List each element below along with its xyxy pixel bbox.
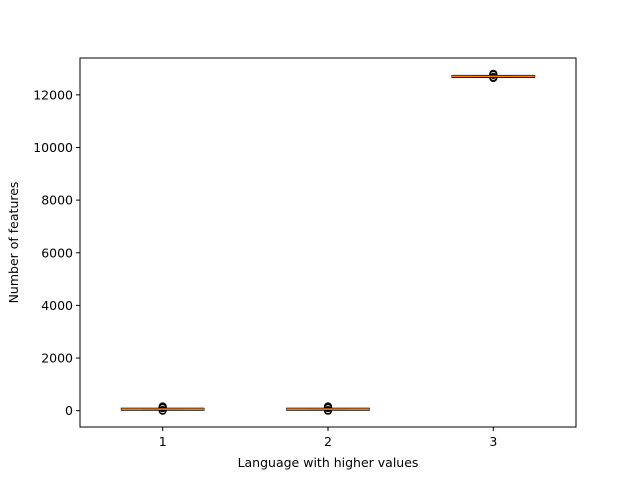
y-axis-ticks: 0 2000 4000 6000 8000 10000 12000: [33, 87, 80, 418]
flier-point: [158, 402, 167, 411]
y-tick-label: 4000: [41, 298, 73, 313]
y-tick-label: 12000: [33, 87, 73, 102]
y-tick-label: 0: [65, 403, 73, 418]
x-tick-label: 1: [159, 434, 167, 449]
box-2: [286, 402, 370, 415]
box-1: [120, 402, 205, 415]
x-axis-label: Language with higher values: [238, 455, 419, 470]
box-3: [451, 69, 536, 83]
y-tick-label: 2000: [41, 351, 73, 366]
x-axis-ticks: 1 2 3: [159, 427, 497, 449]
y-tick-label: 8000: [41, 193, 73, 208]
x-tick-label: 3: [489, 434, 497, 449]
boxes-group: [120, 69, 536, 415]
flier-point: [489, 69, 498, 78]
y-axis-label: Number of features: [6, 182, 21, 304]
x-tick-label: 2: [324, 434, 332, 449]
y-tick-label: 6000: [41, 245, 73, 260]
flier-point: [323, 402, 333, 411]
plot-area: [79, 57, 577, 428]
y-tick-label: 10000: [33, 140, 73, 155]
